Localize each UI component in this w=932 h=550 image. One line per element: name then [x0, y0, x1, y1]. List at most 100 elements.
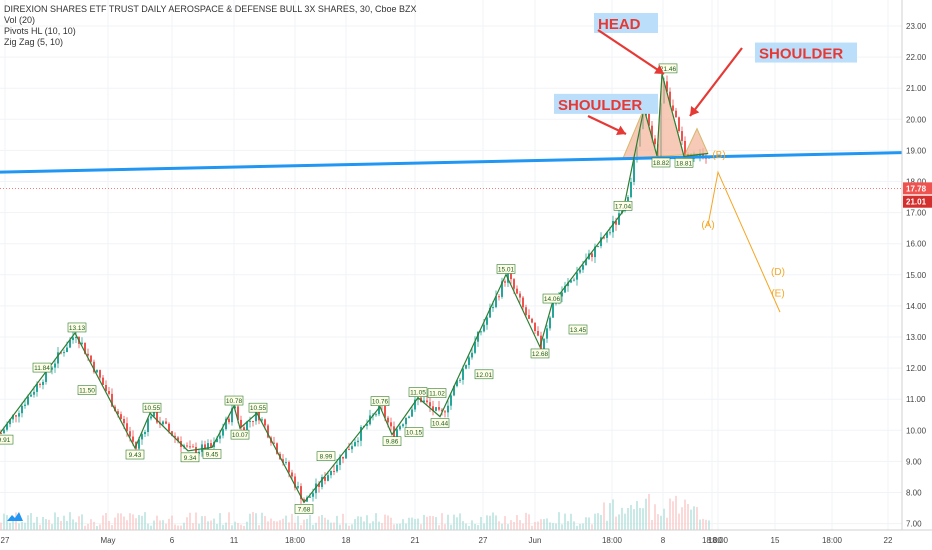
- candle-body: [81, 342, 83, 344]
- candle-body: [600, 237, 602, 247]
- candle-body: [243, 427, 245, 431]
- annotation-arrow: [597, 29, 665, 75]
- pivot-label: 9.43: [129, 452, 142, 459]
- volume-bar: [186, 517, 188, 530]
- x-tick-label: May: [100, 536, 115, 545]
- x-tick-label: 8: [661, 536, 666, 545]
- volume-bar: [453, 514, 455, 530]
- x-tick-label: 18:00: [708, 536, 729, 545]
- price-axis[interactable]: [902, 0, 932, 550]
- candle-body: [543, 338, 545, 350]
- candle-body: [537, 330, 539, 336]
- annotation-label: SHOULDER: [558, 97, 642, 114]
- volume-bar: [411, 517, 413, 530]
- volume-bar: [609, 503, 611, 530]
- candle-body: [435, 407, 437, 411]
- candle-body: [591, 253, 593, 258]
- chart-legend: DIREXION SHARES ETF TRUST DAILY AEROSPAC…: [4, 4, 416, 48]
- candle-body: [120, 414, 122, 419]
- candle-body: [579, 269, 581, 273]
- tradingview-logo-icon[interactable]: [6, 510, 24, 522]
- neckline[interactable]: [0, 150, 932, 174]
- x-tick-label: 27: [1, 536, 10, 545]
- volume-bar: [282, 518, 284, 530]
- candle-body: [549, 317, 551, 329]
- candle-body: [498, 296, 500, 298]
- volume-bar: [549, 522, 551, 530]
- volume-bar: [456, 517, 458, 530]
- pivot-label: 12.01: [476, 372, 493, 379]
- volume-bar: [159, 520, 161, 530]
- pivot-label: 7.68: [298, 506, 311, 513]
- volume-bar: [606, 520, 608, 530]
- arrow-head-icon: [654, 64, 664, 74]
- pivot-label-box: [294, 504, 314, 514]
- candle-body: [276, 443, 278, 454]
- volume-bar: [543, 519, 545, 530]
- volume-bar: [198, 523, 200, 530]
- volume-bar: [597, 513, 599, 530]
- volume-bar: [702, 518, 704, 530]
- volume-bar: [624, 513, 626, 530]
- volume-bar: [381, 523, 383, 530]
- pivot-label: 10.55: [144, 405, 161, 412]
- volume-bar: [408, 517, 410, 530]
- volume-bar: [171, 515, 173, 530]
- volume-bar: [435, 517, 437, 530]
- candle-body: [504, 281, 506, 283]
- candle-body: [63, 352, 65, 354]
- zigzag-line: [0, 73, 709, 504]
- volume-bar: [507, 524, 509, 530]
- candle-body: [123, 418, 125, 424]
- volume-bar: [330, 522, 332, 530]
- volume-bar: [102, 515, 104, 530]
- candle-body: [336, 464, 338, 472]
- chart-title: DIREXION SHARES ETF TRUST DAILY AEROSPAC…: [4, 4, 417, 14]
- x-tick-label: 6: [170, 536, 175, 545]
- volume-bar: [681, 507, 683, 530]
- candle-body: [267, 425, 269, 438]
- candle-body: [27, 396, 29, 405]
- pivot-label: 13.45: [570, 327, 587, 334]
- candle-body: [99, 370, 101, 378]
- candle-body: [24, 404, 26, 406]
- candle-body: [465, 365, 467, 369]
- volume-bar: [213, 518, 215, 530]
- volume-bar: [114, 517, 116, 530]
- volume-bar: [333, 522, 335, 530]
- volume-bar: [390, 517, 392, 530]
- volume-bar: [264, 516, 266, 530]
- candle-body: [585, 259, 587, 266]
- candle-body: [219, 435, 221, 439]
- volume-bar: [33, 522, 35, 530]
- candle-body: [57, 352, 59, 364]
- volume-bar: [237, 522, 239, 530]
- candle-body: [462, 368, 464, 380]
- y-tick-label: 9.00: [906, 457, 922, 466]
- volume-bar: [252, 512, 254, 530]
- x-tick-label: 18:00: [285, 536, 306, 545]
- candle-body: [297, 486, 299, 488]
- volume-bar: [195, 512, 197, 530]
- volume-bar: [396, 523, 398, 530]
- candle-body: [378, 404, 380, 415]
- candle-body: [594, 246, 596, 258]
- candle-body: [684, 140, 686, 155]
- volume-bar: [615, 516, 617, 530]
- candle-body: [102, 377, 104, 385]
- pivot-label: 10.78: [226, 398, 243, 405]
- volume-bar: [465, 523, 467, 530]
- candle-body: [501, 281, 503, 297]
- candle-body: [147, 418, 149, 433]
- volume-bar: [24, 522, 26, 530]
- volume-bar: [93, 521, 95, 530]
- pivot-label-box: [316, 451, 336, 462]
- volume-bar: [513, 521, 515, 530]
- volume-bar: [111, 525, 113, 530]
- volume-bar: [291, 513, 293, 530]
- candle-body: [453, 386, 455, 396]
- volume-bar: [273, 521, 275, 530]
- candle-body: [651, 125, 653, 139]
- volume-bar: [249, 513, 251, 530]
